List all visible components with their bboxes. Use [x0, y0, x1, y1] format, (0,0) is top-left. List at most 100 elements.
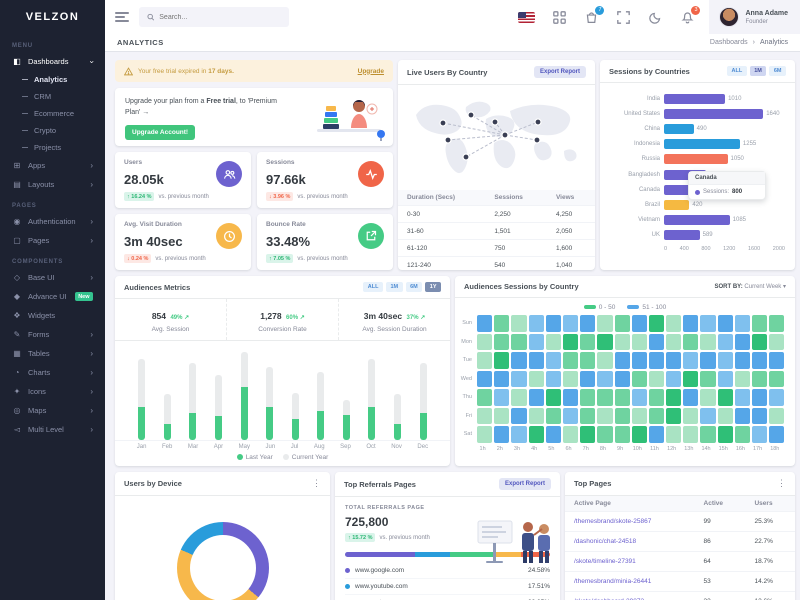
sidebar-item-authentication[interactable]: ◉ Authentication ›	[13, 216, 94, 226]
warning-icon	[124, 66, 133, 75]
export-report-button[interactable]: Export Report	[533, 66, 586, 78]
card-menu-icon[interactable]: ⋮	[312, 478, 321, 488]
sidebar-item-tables[interactable]: ▦ Tables ›	[13, 348, 93, 358]
sidebar-item-layouts[interactable]: ▤ Layouts ›	[13, 179, 93, 189]
heatmap-cell	[717, 352, 733, 369]
app-logo[interactable]: VELZON	[25, 11, 80, 23]
stacked-bar-chart	[115, 341, 450, 441]
dark-mode-icon[interactable]	[648, 10, 663, 25]
cell: 33	[694, 591, 746, 600]
filter-1m[interactable]: 1M	[749, 66, 767, 76]
search-input[interactable]	[159, 13, 281, 21]
sidebar-subitem-projects[interactable]: Projects	[0, 139, 105, 156]
chart-legend: Last Year Current Year	[115, 450, 450, 461]
heatmap-cell	[734, 315, 750, 332]
page-link[interactable]: /skote/timeline-27391	[565, 551, 695, 572]
cell: 53	[694, 571, 746, 592]
cart-icon[interactable]: 7	[584, 5, 605, 25]
table-row: 31-60 1,501 2,050	[398, 222, 595, 240]
table-row: /dashonic/chat-24518 86 22.7%	[565, 531, 795, 552]
delta-badge: ↑ 16.24 %	[124, 192, 155, 201]
heatmap-cell	[545, 333, 561, 350]
cell: 25.3%	[745, 511, 795, 532]
sidebar-item-widgets[interactable]: ❖ Widgets	[13, 311, 56, 320]
sidebar-subitem-ecommerce[interactable]: Ecommerce	[0, 105, 105, 122]
filter-6m[interactable]: 6M	[769, 66, 786, 76]
sidebar-subitem-crm[interactable]: CRM	[0, 88, 105, 105]
upgrade-link[interactable]: Upgrade	[357, 67, 384, 75]
sidebar-subitem-crypto[interactable]: Crypto	[0, 122, 105, 139]
metric-summary: 3m 40sec 37% ↗ Avg. Session Duration	[362, 311, 427, 333]
sidebar-item-forms[interactable]: ✎ Forms ›	[13, 329, 93, 339]
user-name: Anna Adame	[745, 10, 788, 18]
sidebar-subitem-analytics[interactable]: Analytics	[0, 71, 105, 88]
sidebar-item-multi-level[interactable]: ◅ Multi Level ›	[13, 424, 93, 434]
external-link-icon	[358, 223, 384, 249]
heatmap-cell	[648, 315, 665, 332]
sidebar-item-maps[interactable]: ◎ Maps ›	[13, 405, 94, 415]
sidebar-item-icons[interactable]: ✦ Icons ›	[13, 386, 93, 396]
language-flag-icon[interactable]	[518, 11, 536, 23]
stacked-bar	[266, 366, 274, 440]
page-link[interactable]: /dashonic/chat-24518	[565, 531, 695, 552]
bar-row: India 1010	[646, 93, 742, 104]
page-link[interactable]: /themesbrand/minia-26441	[565, 571, 695, 592]
user-menu[interactable]: Anna Adame Founder	[709, 0, 800, 34]
sidebar-item-charts[interactable]: ◔ Charts ›	[0, 363, 105, 382]
heatmap-cell	[752, 426, 768, 443]
referral-row: www.google.com 24.58%	[345, 563, 550, 579]
filter-6m[interactable]: 6M	[405, 282, 423, 292]
heatmap-cell	[700, 426, 716, 443]
sidebar-item-pages[interactable]: ▢ Pages ›	[13, 235, 93, 245]
table-header: Sessions	[485, 190, 547, 206]
heatmap-cell	[477, 407, 493, 424]
heatmap-cell	[769, 426, 785, 443]
card-menu-icon[interactable]: ⋮	[777, 478, 786, 488]
hamburger-icon[interactable]	[115, 12, 129, 22]
icons-icon: ✦	[13, 387, 21, 396]
heatmap-cell	[648, 407, 665, 424]
heatmap-cell	[648, 352, 665, 369]
fullscreen-icon[interactable]	[616, 10, 631, 25]
heatmap-cell	[545, 315, 561, 332]
breadcrumb-parent[interactable]: Dashboards	[709, 39, 748, 46]
stacked-bar	[394, 394, 402, 440]
filter-all[interactable]: ALL	[727, 66, 747, 76]
sort-by-dropdown[interactable]: SORT BY: Current Week ▾	[714, 284, 787, 290]
bar-row: Indonesia 1255	[633, 139, 757, 150]
heatmap-cell	[752, 407, 768, 424]
heatmap-cell	[511, 315, 527, 332]
delta-badge: ↑ 15.72 %	[345, 533, 376, 542]
topbar: 7 3 Anna Adame Founder	[105, 0, 800, 34]
trial-alert: Your free trial expired in 17 days. Upgr…	[115, 60, 393, 82]
heatmap-cell	[700, 407, 716, 424]
export-report-button[interactable]: Export Report	[498, 478, 551, 490]
notifications-bell-icon[interactable]: 3	[680, 5, 701, 25]
sidebar-item-advance-ui[interactable]: ◆ Advance UI New	[0, 287, 105, 306]
page-title-bar: ANALYTICS Dashboards › Analytics	[105, 34, 800, 52]
sidebar-item-base-ui[interactable]: ◇ Base UI ›	[13, 272, 93, 282]
referral-row: www.meta.com23.05%	[345, 595, 550, 600]
sidebar-item-apps[interactable]: ⊞ Apps ›	[13, 160, 93, 170]
clock-icon	[216, 223, 242, 249]
card-title: Users by Device	[124, 479, 182, 488]
heatmap-cell	[769, 315, 785, 332]
filter-1y[interactable]: 1Y	[425, 282, 441, 292]
page-link[interactable]: /themesbrand/skote-25867	[565, 511, 695, 532]
filter-1m[interactable]: 1M	[385, 282, 403, 292]
heatmap-cell	[511, 389, 527, 406]
heatmap-cell	[683, 407, 699, 424]
heatmap-cell	[614, 426, 630, 443]
heatmap-cell	[545, 370, 561, 387]
upgrade-account-button[interactable]: Upgrade Account!	[125, 125, 196, 140]
chevron-right-icon: ›	[90, 329, 93, 339]
heatmap-cell	[717, 407, 733, 424]
search-box[interactable]	[139, 7, 289, 27]
filter-all[interactable]: ALL	[363, 282, 383, 292]
heatmap-cell	[717, 370, 733, 387]
sidebar-item-dashboards[interactable]: ◧ Dashboards ›	[13, 57, 97, 66]
apps-grid-icon[interactable]	[552, 10, 567, 25]
stat-title: Bounce Rate	[266, 221, 306, 228]
heatmap-cell	[477, 352, 493, 369]
page-link[interactable]: /skote/dashboard-29873	[565, 591, 695, 600]
